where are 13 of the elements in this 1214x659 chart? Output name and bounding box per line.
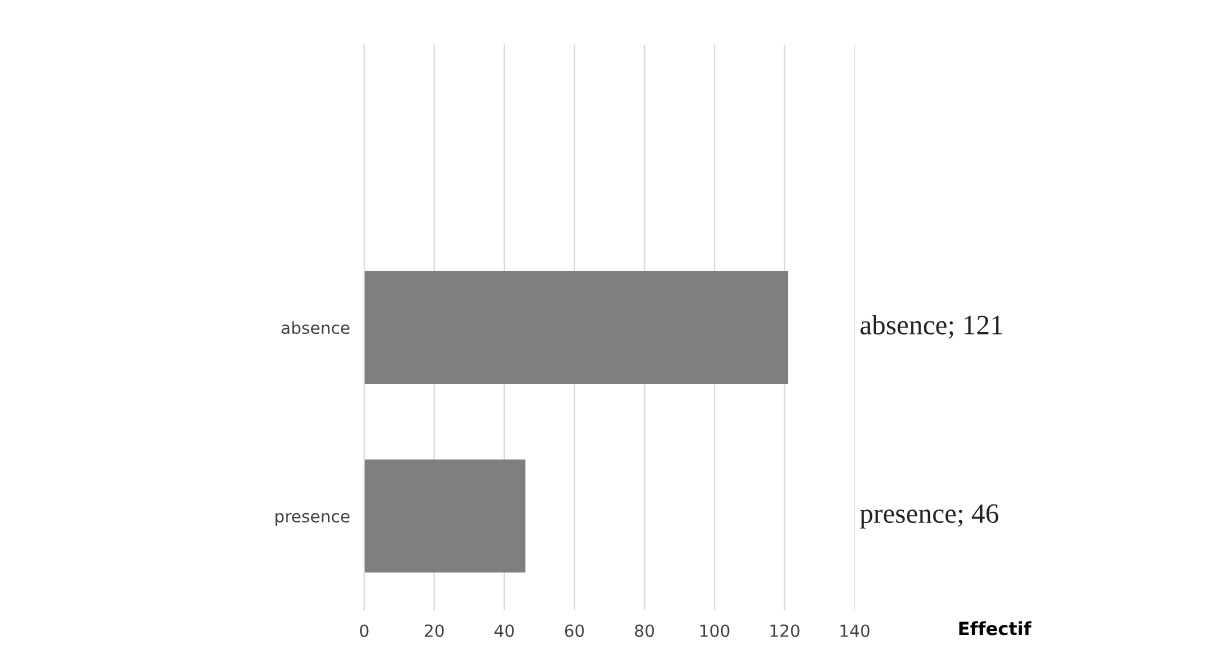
x-tick-label: 40 xyxy=(494,624,514,638)
x-tick-label: 20 xyxy=(424,624,444,638)
x-tick-label: 120 xyxy=(770,624,800,638)
x-tick-label: 80 xyxy=(634,624,654,638)
x-tick-label: 0 xyxy=(360,624,369,638)
y-tick-label: presence xyxy=(275,513,350,526)
data-label: presence; 46 xyxy=(860,504,999,529)
x-tick-label: 140 xyxy=(840,624,870,638)
x-axis-title: Effectif xyxy=(959,621,1032,636)
x-tick-label: 100 xyxy=(700,624,730,638)
y-tick-label: absence xyxy=(281,321,350,335)
data-label: absence; 121 xyxy=(860,314,1003,339)
x-tick-label: 60 xyxy=(564,624,584,638)
